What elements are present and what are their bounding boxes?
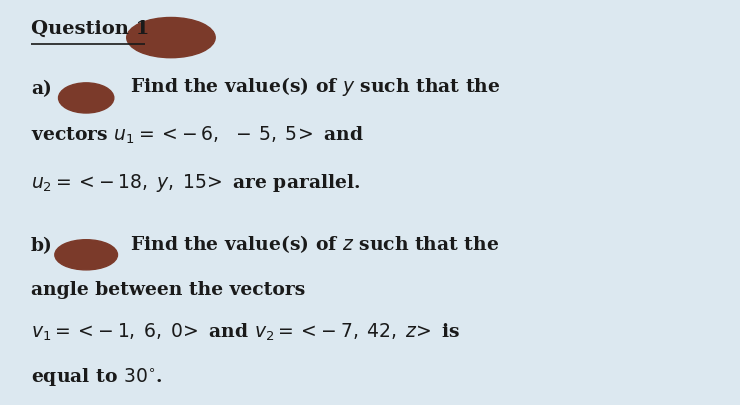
Text: equal to $30^{\circ}$.: equal to $30^{\circ}$.: [31, 366, 163, 388]
Ellipse shape: [58, 83, 114, 113]
Text: b): b): [31, 237, 53, 255]
Text: Find the value(s) of $y$ such that the: Find the value(s) of $y$ such that the: [130, 75, 501, 98]
Ellipse shape: [127, 17, 215, 58]
Text: vectors $u_1 = <\!-6,\;\; -\, 5,\; 5\!>$ and: vectors $u_1 = <\!-6,\;\; -\, 5,\; 5\!>$…: [31, 125, 363, 146]
Text: a): a): [31, 80, 52, 98]
Ellipse shape: [55, 240, 118, 270]
Text: $v_1 = <\!-1,\; 6,\; 0\!>$ and $v_2 = <\!-7,\; 42,\; z\!>$ is: $v_1 = <\!-1,\; 6,\; 0\!>$ and $v_2 = <\…: [31, 322, 460, 343]
Text: angle between the vectors: angle between the vectors: [31, 281, 305, 299]
Text: Question 1: Question 1: [31, 19, 149, 38]
Text: Find the value(s) of $z$ such that the: Find the value(s) of $z$ such that the: [130, 233, 500, 255]
Text: $u_2 = <\!-18,\; y,\; 15\!>$ are parallel.: $u_2 = <\!-18,\; y,\; 15\!>$ are paralle…: [31, 173, 360, 194]
